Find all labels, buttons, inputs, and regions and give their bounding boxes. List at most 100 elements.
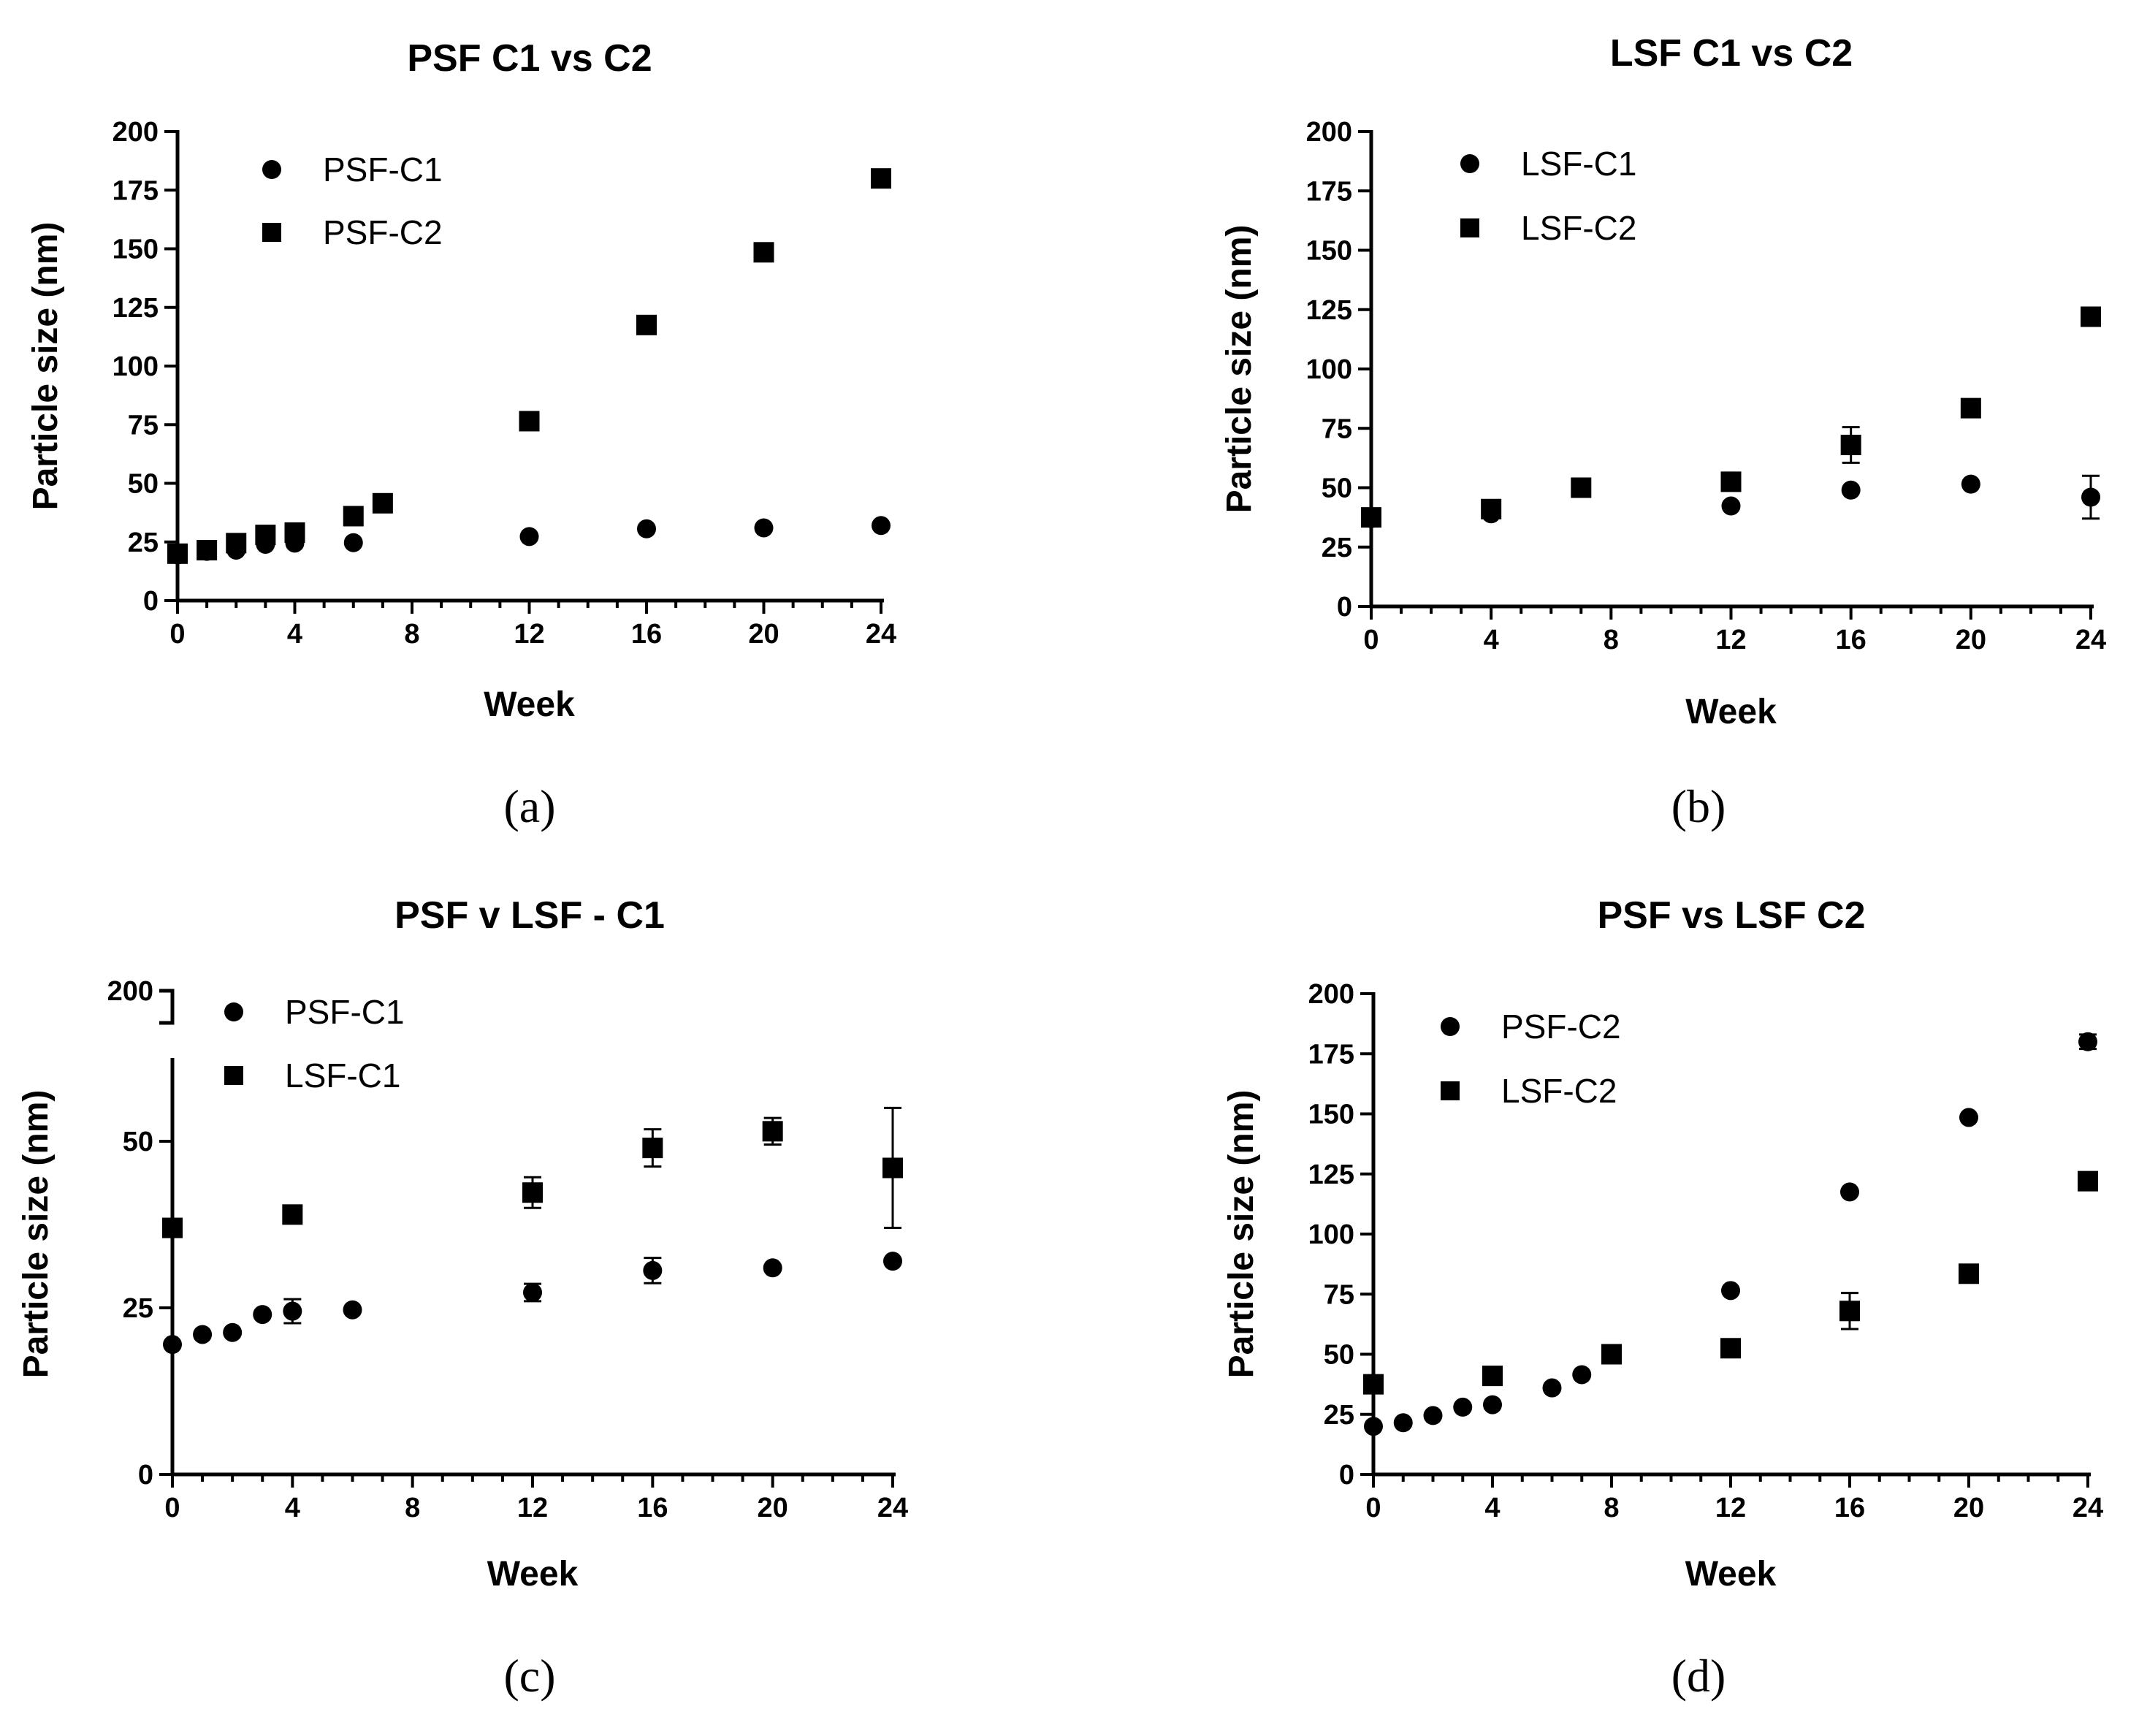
y-tick-label: 125 [113,293,159,324]
y-tick-label: 200 [1308,979,1354,1010]
data-point-psf-c1 [754,518,774,538]
x-tick-label: 8 [405,1493,420,1523]
chart-panel-d: PSF vs LSF C2 0 4 8 12 16 20 24 0 25 50 75 100 125 150… [1222,894,2103,1702]
panel-label: (a) [503,780,555,832]
x-tick-label: 8 [404,619,419,650]
data-point-lsf-c2 [1571,477,1592,498]
x-tick-label: 16 [1834,1493,1865,1523]
data-point-psf-c1 [763,1258,782,1278]
y-tick-label: 100 [1306,354,1352,385]
data-point-psf-c2 [1542,1378,1562,1398]
data-point-psf-c2 [1453,1397,1473,1417]
x-tick-label: 8 [1604,1493,1619,1523]
chart-panel-c: PSF v LSF - C1 0 4 8 12 16 20 24 0 25 50 200 Week Par… [17,894,908,1702]
x-tick-label: 12 [1715,1493,1746,1523]
data-point-lsf-c2 [1720,471,1742,492]
data-point-psf-c2 [1572,1365,1592,1385]
x-tick-label: 16 [631,619,662,650]
x-tick-label: 20 [748,619,779,650]
chart-panel-a: PSF C1 vs C2 0 4 8 12 16 20 24 0 25 50 75 100 125 150 1… [26,37,896,832]
data-point-psf-c2 [372,492,393,514]
y-tick-label: 50 [128,469,159,500]
legend-marker-square [262,223,281,242]
x-tick-label: 24 [2073,1493,2103,1523]
chart-title: PSF C1 vs C2 [407,37,652,80]
data-point-lsf-c1 [882,1157,903,1179]
y-axis-label: Particle size (nm) [1222,1090,1261,1379]
data-point-lsf-c1 [642,1138,663,1159]
legend-marker-square [1441,1081,1460,1100]
data-point-psf-c1 [193,1325,213,1344]
x-tick-label: 24 [877,1493,908,1523]
x-tick-label: 4 [285,1493,300,1523]
y-tick-label: 25 [1322,533,1352,563]
data-point-psf-c1 [343,1300,362,1320]
panel-label: (d) [1671,1650,1726,1702]
data-point-psf-c2 [226,533,247,554]
data-point-lsf-c2 [1481,498,1502,519]
data-point-lsf-c1 [2081,487,2100,507]
legend-label: PSF-C2 [1501,1008,1621,1046]
legend-label: LSF-C1 [285,1057,400,1094]
data-point-psf-c1 [163,1335,182,1355]
x-tick-label: 24 [866,619,896,650]
data-point-psf-c1 [523,1283,542,1303]
x-tick-label: 8 [1604,625,1619,655]
data-point-lsf-c2 [1839,1301,1860,1322]
data-point-lsf-c1 [1841,480,1861,500]
data-point-lsf-c1 [162,1217,183,1238]
legend-marker-circle [1441,1017,1460,1036]
y-tick-label: 25 [123,1293,153,1324]
y-axis-label: Particle size (nm) [1220,225,1259,514]
y-tick-label: 50 [123,1127,153,1157]
data-point-lsf-c1 [282,1204,303,1225]
data-point-lsf-c2 [1720,1338,1741,1359]
data-point-psf-c2 [636,314,657,335]
y-tick-label: 50 [1322,473,1352,504]
x-tick-label: 20 [1953,1493,1984,1523]
x-axis-label: Week [487,1555,579,1594]
y-tick-label: 125 [1306,295,1352,326]
data-point-lsf-c1 [1721,496,1741,516]
data-point-psf-c2 [1959,1108,1978,1127]
data-point-psf-c2 [284,522,305,543]
x-tick-label: 4 [287,619,302,650]
y-tick-label: 25 [1324,1400,1354,1431]
x-tick-label: 24 [2075,625,2106,655]
x-tick-label: 16 [637,1493,668,1523]
y-tick-label: 200 [113,117,159,148]
data-point-psf-c2 [753,242,774,263]
x-tick-label: 20 [758,1493,788,1523]
data-point-psf-c2 [343,506,364,527]
y-tick-label: 75 [1322,414,1352,444]
data-point-psf-c2 [1483,1395,1502,1415]
data-point-psf-c1 [872,516,891,536]
panel-label: (c) [503,1650,555,1702]
legend-label: PSF-C2 [323,213,443,251]
x-tick-label: 12 [1715,625,1746,655]
data-point-lsf-c2 [1960,397,1981,419]
data-point-lsf-c2 [1482,1366,1503,1387]
y-tick-label: 100 [113,351,159,382]
chart-panel-b: LSF C1 vs C2 0 4 8 12 16 20 24 0 25 50 75 100 125 150 1… [1220,32,2106,832]
legend-label: LSF-C2 [1501,1072,1617,1110]
data-point-psf-c1 [283,1301,302,1321]
data-point-lsf-c2 [1840,435,1861,455]
chart-title: PSF vs LSF C2 [1598,894,1866,937]
data-point-lsf-c2 [1361,507,1381,528]
x-axis-label: Week [1685,1555,1777,1594]
legend-marker-square [1460,218,1479,237]
y-tick-label: 0 [1337,592,1352,623]
x-axis-label: Week [484,685,575,724]
y-tick-label: 150 [1306,236,1352,267]
x-tick-label: 12 [517,1493,548,1523]
data-point-psf-c1 [637,519,656,538]
y-tick-label: 50 [1324,1340,1354,1371]
data-point-psf-c2 [1840,1182,1859,1202]
data-point-psf-c1 [519,527,539,547]
y-tick-label: 0 [138,1460,153,1491]
y-tick-label: 75 [128,410,159,441]
legend-marker-circle [262,160,281,179]
y-axis-label: Particle size (nm) [26,222,65,511]
